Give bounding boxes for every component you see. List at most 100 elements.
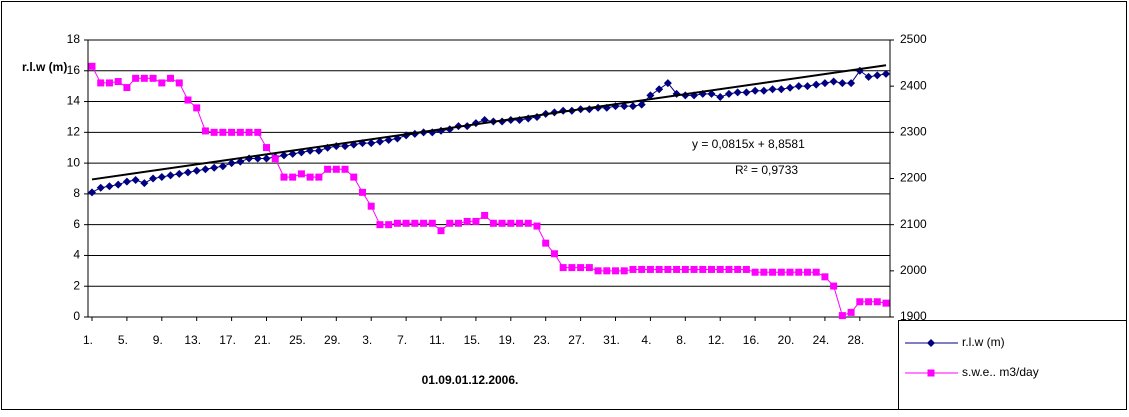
x-tick-label: 25. <box>289 333 306 347</box>
data-point <box>830 282 838 290</box>
data-point <box>664 265 672 273</box>
trend-equation: y = 0,0815x + 8,8581 <box>692 137 805 151</box>
legend-marker <box>927 369 935 377</box>
data-point <box>132 74 140 82</box>
trendline <box>91 64 887 181</box>
data-point <box>97 79 105 87</box>
data-point <box>254 128 262 136</box>
data-point <box>279 151 288 160</box>
data-point <box>167 74 175 82</box>
data-point <box>375 137 384 146</box>
data-point <box>577 264 585 272</box>
data-point <box>411 219 419 227</box>
data-point <box>175 79 183 87</box>
data-point <box>628 102 637 111</box>
data-point <box>358 188 366 196</box>
data-point <box>271 155 279 163</box>
data-point <box>559 264 567 272</box>
y-tick-label: 14 <box>67 94 81 108</box>
data-point <box>524 219 532 227</box>
data-point <box>786 268 794 276</box>
x-tick-label: 15. <box>464 333 481 347</box>
x-tick-label: 21. <box>254 333 271 347</box>
x-tick-label: 27. <box>568 333 585 347</box>
data-point <box>201 165 210 174</box>
data-point <box>673 265 681 273</box>
data-point <box>88 188 96 197</box>
data-point <box>324 165 332 173</box>
data-point <box>603 267 611 275</box>
data-point <box>158 79 166 87</box>
y2-tick-label: 2200 <box>900 171 927 185</box>
x-tick-label: 28. <box>847 333 864 347</box>
data-point <box>777 85 786 94</box>
data-point <box>768 85 777 94</box>
data-point <box>716 265 724 273</box>
data-point <box>114 78 122 86</box>
y2-tick-label: 1900 <box>900 309 927 323</box>
data-point <box>228 128 236 136</box>
y2-tick-label: 2100 <box>900 217 927 231</box>
data-point <box>437 227 445 235</box>
data-point <box>454 219 462 227</box>
y-tick-label: 2 <box>73 278 80 292</box>
data-point <box>385 221 393 229</box>
data-point <box>218 162 227 171</box>
data-point <box>263 144 271 152</box>
data-point <box>341 165 349 173</box>
data-point <box>192 166 201 175</box>
data-point <box>245 128 253 136</box>
data-point <box>481 211 489 219</box>
data-point <box>838 79 847 88</box>
data-point <box>315 173 323 181</box>
data-point <box>105 79 113 87</box>
data-point <box>716 92 725 101</box>
data-point <box>420 219 428 227</box>
x-tick-label: 20. <box>778 333 795 347</box>
data-point <box>184 96 192 104</box>
data-point <box>314 146 323 155</box>
y2-tick-label: 2400 <box>900 78 927 92</box>
data-point <box>637 100 646 109</box>
data-point <box>533 222 541 230</box>
data-point <box>262 154 271 163</box>
data-point <box>193 104 201 112</box>
data-point <box>585 264 593 272</box>
data-point <box>350 173 358 181</box>
x-tick-label: 3. <box>362 333 372 347</box>
data-point <box>882 69 890 78</box>
data-point <box>820 79 829 88</box>
data-point <box>777 268 785 276</box>
data-point <box>882 299 890 307</box>
data-point <box>847 308 855 316</box>
data-point <box>663 79 672 88</box>
data-point <box>376 221 384 229</box>
x-tick-label: 7. <box>397 333 407 347</box>
data-point <box>742 88 751 97</box>
data-point <box>873 298 881 306</box>
data-point <box>140 179 149 188</box>
x-tick-label: 11. <box>429 333 445 347</box>
data-point <box>786 83 795 92</box>
data-point <box>681 265 689 273</box>
data-point <box>769 268 777 276</box>
data-point <box>367 139 376 148</box>
data-point <box>446 219 454 227</box>
y2-tick-label: 2000 <box>900 263 927 277</box>
data-point <box>289 173 297 181</box>
data-point <box>123 84 131 92</box>
data-point <box>794 82 803 91</box>
data-point <box>594 267 602 275</box>
data-point <box>507 219 515 227</box>
data-point <box>795 268 803 276</box>
data-point <box>149 74 157 82</box>
data-point <box>428 219 436 227</box>
data-point <box>707 89 716 98</box>
data-point <box>734 265 742 273</box>
x-tick-label: 19. <box>498 333 515 347</box>
data-point <box>122 177 131 186</box>
data-point <box>646 91 655 100</box>
data-point <box>760 268 768 276</box>
data-point <box>210 163 219 172</box>
